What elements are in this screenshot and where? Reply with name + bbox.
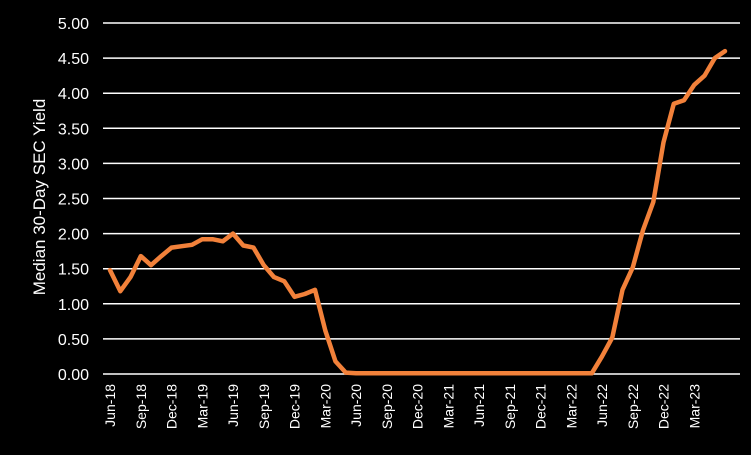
y-tick-label: 1.00	[58, 297, 89, 314]
x-tick-label: Sep-21	[502, 384, 518, 429]
y-tick-label: 2.50	[58, 192, 89, 209]
x-tick-label: Sep-18	[133, 384, 149, 429]
y-tick-label: 5.00	[58, 16, 89, 33]
x-tick-label: Sep-19	[256, 384, 272, 429]
x-tick-label: Jun-22	[594, 384, 610, 427]
x-tick-label: Mar-23	[686, 384, 702, 429]
y-tick-label: 4.50	[58, 51, 89, 68]
y-tick-label: 1.50	[58, 262, 89, 279]
y-tick-label: 2.00	[58, 227, 89, 244]
x-tick-label: Jun-18	[102, 384, 118, 427]
gridlines	[103, 22, 740, 375]
x-tick-label: Dec-21	[533, 384, 549, 429]
x-tick-label: Dec-20	[410, 384, 426, 429]
x-tick-label: Mar-22	[563, 384, 579, 429]
x-tick-label: Jun-19	[225, 384, 241, 427]
y-tick-label: 3.00	[58, 156, 89, 173]
x-tick-label: Dec-19	[287, 384, 303, 429]
series-line	[107, 48, 728, 376]
y-tick-label: 0.50	[58, 332, 89, 349]
x-tick-label: Dec-22	[656, 384, 672, 429]
x-tick-label: Jun-20	[348, 384, 364, 427]
x-tick-label: Mar-21	[440, 384, 456, 429]
x-tick-label: Sep-22	[625, 384, 641, 429]
x-axis-ticks: Jun-18 Sep-18 Dec-18 Mar-19 Jun-19 Sep-19 Dec-…	[102, 384, 702, 429]
y-axis-ticks: 0.00 0.50 1.00 1.50 2.00 2.50 3.00 3.50 4.00 4.50…	[58, 16, 89, 384]
y-tick-label: 0.00	[58, 367, 89, 384]
y-tick-label: 4.00	[58, 86, 89, 103]
x-tick-label: Mar-20	[317, 384, 333, 429]
x-tick-label: Mar-19	[194, 384, 210, 429]
x-tick-label: Sep-20	[379, 384, 395, 429]
series-layer	[107, 48, 728, 376]
x-tick-label: Dec-18	[164, 384, 180, 429]
y-tick-label: 3.50	[58, 121, 89, 138]
y-axis-label: Median 30-Day SEC Yield	[30, 99, 49, 296]
x-tick-label: Jun-21	[471, 384, 487, 427]
